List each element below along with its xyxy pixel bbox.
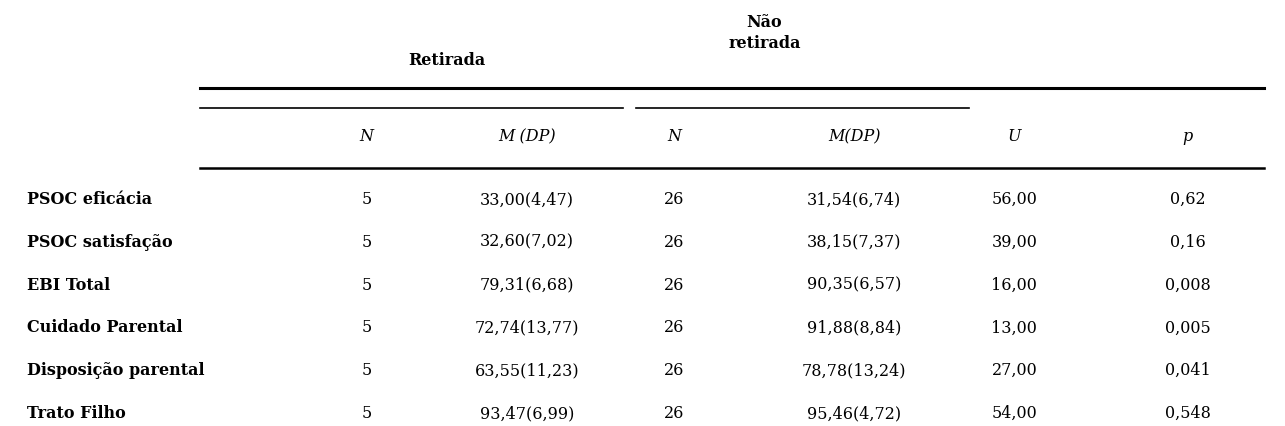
Text: 32,60(7,02): 32,60(7,02) <box>481 233 574 250</box>
Text: 5: 5 <box>361 190 371 207</box>
Text: 26: 26 <box>664 276 685 293</box>
Text: 78,78(13,24): 78,78(13,24) <box>802 361 906 378</box>
Text: M(DP): M(DP) <box>828 128 880 145</box>
Text: 0,16: 0,16 <box>1169 233 1205 250</box>
Text: 5: 5 <box>361 361 371 378</box>
Text: Cuidado Parental: Cuidado Parental <box>27 319 182 336</box>
Text: 5: 5 <box>361 319 371 336</box>
Text: M (DP): M (DP) <box>499 128 556 145</box>
Text: 5: 5 <box>361 404 371 421</box>
Text: Trato Filho: Trato Filho <box>27 404 126 421</box>
Text: 26: 26 <box>664 404 685 421</box>
Text: 31,54(6,74): 31,54(6,74) <box>807 190 901 207</box>
Text: PSOC satisfação: PSOC satisfação <box>27 233 172 250</box>
Text: 0,62: 0,62 <box>1169 190 1205 207</box>
Text: 38,15(7,37): 38,15(7,37) <box>807 233 901 250</box>
Text: 0,548: 0,548 <box>1164 404 1210 421</box>
Text: 54,00: 54,00 <box>992 404 1037 421</box>
Text: 26: 26 <box>664 361 685 378</box>
Text: 5: 5 <box>361 233 371 250</box>
Text: 26: 26 <box>664 233 685 250</box>
Text: 16,00: 16,00 <box>992 276 1037 293</box>
Text: 26: 26 <box>664 319 685 336</box>
Text: 72,74(13,77): 72,74(13,77) <box>475 319 580 336</box>
Text: U: U <box>1007 128 1022 145</box>
Text: 0,008: 0,008 <box>1164 276 1210 293</box>
Text: 90,35(6,57): 90,35(6,57) <box>807 276 901 293</box>
Text: 26: 26 <box>664 190 685 207</box>
Text: 56,00: 56,00 <box>992 190 1037 207</box>
Text: Retirada: Retirada <box>409 52 486 69</box>
Text: PSOC eficácia: PSOC eficácia <box>27 190 152 207</box>
Text: 91,88(8,84): 91,88(8,84) <box>807 319 901 336</box>
Text: 93,47(6,99): 93,47(6,99) <box>479 404 574 421</box>
Text: 5: 5 <box>361 276 371 293</box>
Text: N: N <box>360 128 374 145</box>
Text: 13,00: 13,00 <box>992 319 1037 336</box>
Text: 0,041: 0,041 <box>1164 361 1210 378</box>
Text: Não
retirada: Não retirada <box>729 14 801 52</box>
Text: 79,31(6,68): 79,31(6,68) <box>479 276 574 293</box>
Text: EBI Total: EBI Total <box>27 276 111 293</box>
Text: 33,00(4,47): 33,00(4,47) <box>481 190 574 207</box>
Text: 0,005: 0,005 <box>1164 319 1210 336</box>
Text: p: p <box>1182 128 1192 145</box>
Text: 95,46(4,72): 95,46(4,72) <box>807 404 901 421</box>
Text: 63,55(11,23): 63,55(11,23) <box>474 361 580 378</box>
Text: N: N <box>667 128 681 145</box>
Text: 27,00: 27,00 <box>992 361 1037 378</box>
Text: Disposição parental: Disposição parental <box>27 361 204 378</box>
Text: 39,00: 39,00 <box>992 233 1037 250</box>
